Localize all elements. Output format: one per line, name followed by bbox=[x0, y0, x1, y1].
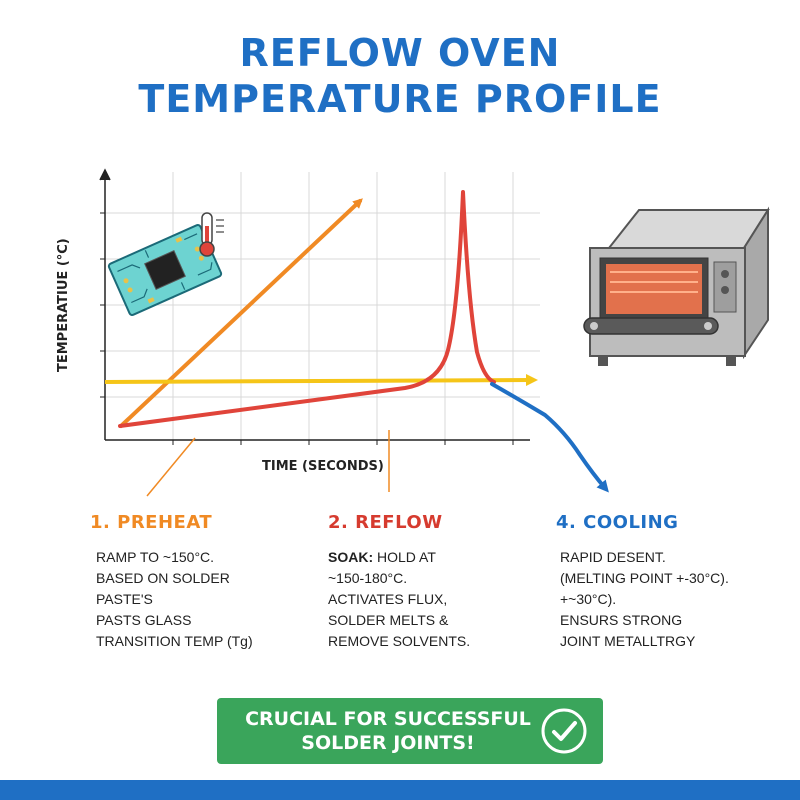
banner-line-2: SOLDER JOINTS! bbox=[301, 732, 475, 754]
reflow-oven-icon bbox=[583, 206, 770, 366]
stage-cooling-heading: 4. COOLING bbox=[556, 512, 679, 533]
checkmark-icon bbox=[541, 708, 587, 754]
preheat-line-3: PASTE'S bbox=[96, 591, 153, 607]
stage-cooling-text: RAPID DESENT. (MELTING POINT +-30°C). +~… bbox=[556, 547, 776, 652]
preheat-line-2: BASED ON SOLDER bbox=[96, 570, 230, 586]
stage-reflow: 2. REFLOW SOAK: HOLD AT ~150-180°C. ACTI… bbox=[328, 512, 528, 652]
preheat-leader bbox=[146, 437, 196, 497]
title-line-2: TEMPERATURE PROFILE bbox=[138, 77, 662, 121]
chart-axes bbox=[99, 168, 530, 445]
stage-reflow-text: SOAK: HOLD AT ~150-180°C. ACTIVATES FLUX… bbox=[328, 547, 528, 652]
preheat-line-1: RAMP TO ~150°C. bbox=[96, 549, 215, 565]
bottom-bar bbox=[0, 780, 800, 800]
reflow-line-1: ~150-180°C. bbox=[328, 570, 408, 586]
stage-preheat: 1. PREHEAT RAMP TO ~150°C. BASED ON SOLD… bbox=[90, 512, 310, 652]
success-banner: CRUCIAL FOR SUCCESSFUL SOLDER JOINTS! bbox=[217, 698, 603, 764]
reflow-line-3: SOLDER MELTS & bbox=[328, 612, 449, 628]
stage-preheat-heading: 1. PREHEAT bbox=[90, 512, 213, 533]
y-axis-label: TEMPERATIUE (°C) bbox=[56, 238, 71, 372]
cooling-line-1: RAPID DESENT. bbox=[560, 549, 666, 565]
reflow-curve bbox=[118, 190, 496, 428]
chart-grid bbox=[105, 172, 540, 440]
cooling-curve bbox=[490, 382, 609, 493]
title-line-1: REFLOW OVEN bbox=[239, 31, 561, 75]
preheat-line-4: PASTS GLASS bbox=[96, 612, 192, 628]
cooling-line-2: (MELTING POINT +-30°C). bbox=[560, 570, 729, 586]
banner-text: CRUCIAL FOR SUCCESSFUL SOLDER JOINTS! bbox=[217, 707, 537, 755]
stage-preheat-text: RAMP TO ~150°C. BASED ON SOLDER PASTE'S … bbox=[90, 547, 310, 652]
stage-reflow-heading: 2. REFLOW bbox=[328, 512, 443, 533]
x-axis-label: TIME (SECONDS) bbox=[262, 459, 384, 474]
soak-label: SOAK: bbox=[328, 549, 374, 565]
preheat-line-5: TRANSITION TEMP (Tg) bbox=[96, 633, 253, 649]
reflow-line-2: ACTIVATES FLUX, bbox=[328, 591, 448, 607]
banner-line-1: CRUCIAL FOR SUCCESSFUL bbox=[245, 708, 531, 730]
cooling-line-5: JOINT METALLTRGY bbox=[560, 633, 696, 649]
cooling-line-4: ENSURS STRONG bbox=[560, 612, 683, 628]
soak-rest: HOLD AT bbox=[373, 549, 436, 565]
melting-threshold-line bbox=[104, 374, 538, 387]
preheat-line bbox=[119, 198, 363, 428]
reflow-line-4: REMOVE SOLVENTS. bbox=[328, 633, 471, 649]
thermometer-icon bbox=[199, 212, 224, 257]
cooling-line-3: +~30°C). bbox=[560, 591, 617, 607]
stage-cooling: 4. COOLING RAPID DESENT. (MELTING POINT … bbox=[556, 512, 776, 652]
page-title: REFLOW OVEN TEMPERATURE PROFILE bbox=[0, 30, 800, 122]
